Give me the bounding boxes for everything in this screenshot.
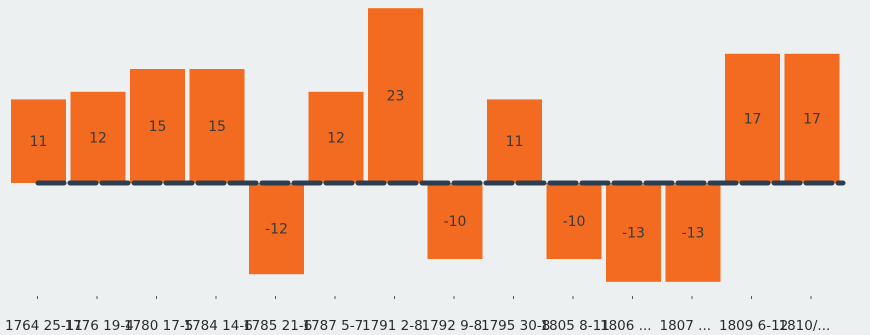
bar <box>784 53 840 183</box>
tick-label: 1784 14-6 <box>184 318 253 334</box>
data-label: -12 <box>265 222 288 238</box>
data-label: -10 <box>563 214 586 230</box>
bar <box>725 53 780 183</box>
data-label: 17 <box>803 111 821 127</box>
tick-label: 1792 9-8 <box>422 318 483 334</box>
tick-label: 1785 21-6 <box>243 318 312 334</box>
data-label: 23 <box>387 89 405 105</box>
tick-label: 1809 6-12 <box>719 318 788 334</box>
bar <box>249 183 304 275</box>
data-label: 15 <box>149 119 167 135</box>
bar <box>11 99 66 183</box>
bar <box>70 91 126 183</box>
bar <box>665 183 721 282</box>
bar <box>487 99 542 183</box>
data-label: -10 <box>444 214 467 230</box>
bars <box>11 8 840 282</box>
data-label: 17 <box>744 111 762 127</box>
bar <box>546 183 602 259</box>
bar <box>189 69 245 183</box>
tick-label: 1787 5-7 <box>303 318 364 334</box>
data-labels: 11 12 15 15 -12 12 23 -10 11 -10 -13 -13 17 17 <box>30 89 821 242</box>
tick-label: 1807 ... <box>660 318 712 334</box>
tick-label: 1780 17-5 <box>124 318 193 334</box>
tick-label: 1764 25-11 <box>5 318 83 334</box>
data-label: 12 <box>89 130 107 146</box>
bar <box>606 183 661 282</box>
data-label: 11 <box>30 134 48 150</box>
bar <box>130 69 185 183</box>
tick-label: 1776 19-4 <box>65 318 134 334</box>
tick-label: 1805 8-11 <box>541 318 610 334</box>
bar <box>308 91 364 183</box>
bar <box>427 183 483 259</box>
tick-label: 1806 ... <box>600 318 652 334</box>
tick-label: 1795 30-8 <box>481 318 550 334</box>
tick-label: 1791 2-8 <box>362 318 423 334</box>
data-label: 12 <box>327 130 345 146</box>
data-label: 11 <box>506 134 524 150</box>
data-label: -13 <box>622 225 645 241</box>
bar <box>368 8 423 184</box>
tick-label: 1810/... <box>779 318 831 334</box>
data-label: 15 <box>208 119 226 135</box>
data-label: -13 <box>682 225 705 241</box>
